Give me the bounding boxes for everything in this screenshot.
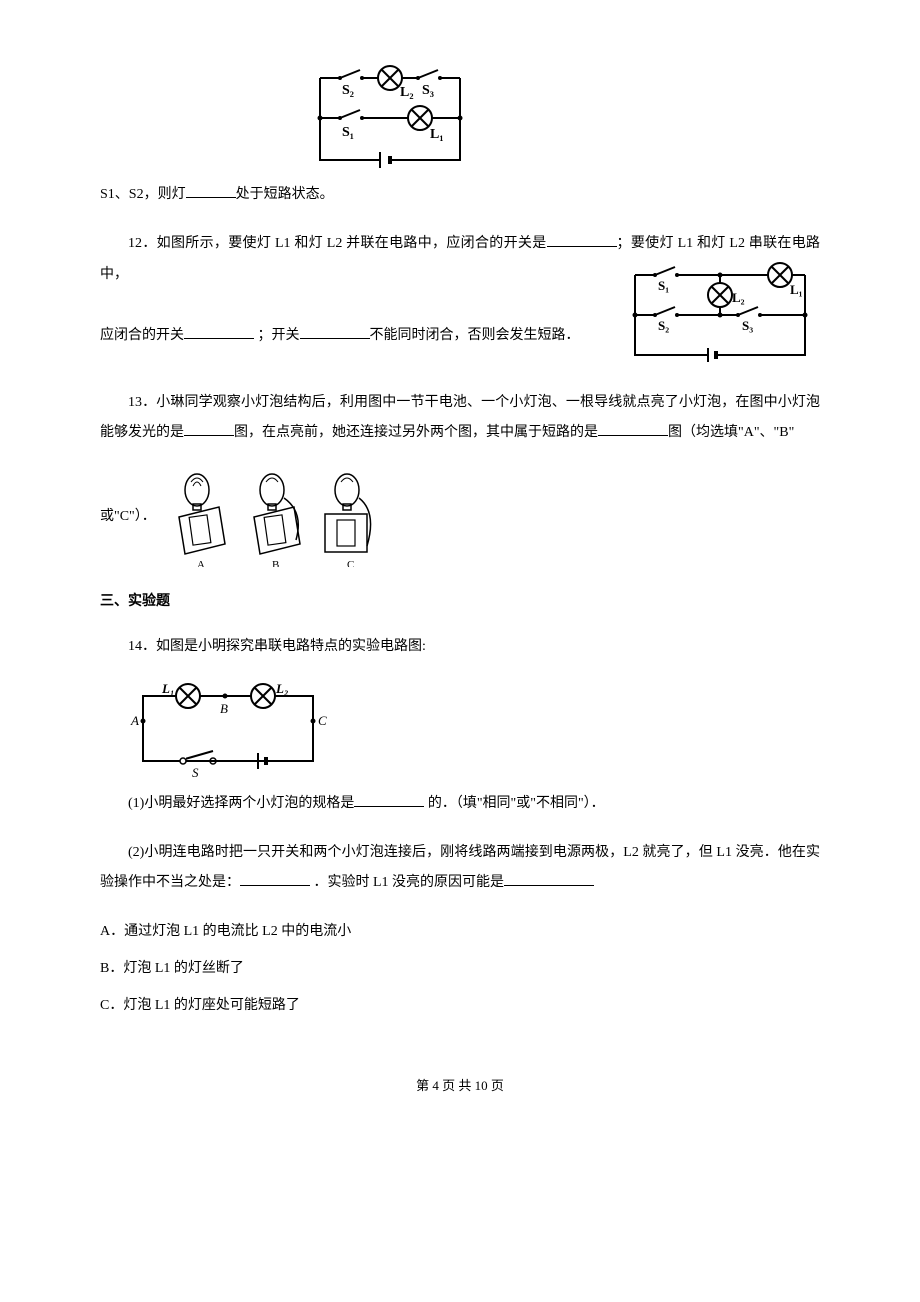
q12-blank2[interactable] <box>184 322 254 339</box>
q13-text3: 图（均选填"A"、"B" <box>668 425 794 440</box>
svg-text:A: A <box>130 713 139 728</box>
q14-sub2: (2)小明连电路时把一只开关和两个小灯泡连接后，刚将线路两端接到电源两极，L2 … <box>100 838 820 900</box>
svg-text:S₃: S₃ <box>422 83 434 98</box>
svg-text:A: A <box>197 559 205 567</box>
q14-option-b: B．灯泡 L1 的灯丝断了 <box>100 954 820 985</box>
q12-blank1[interactable] <box>547 230 617 247</box>
q12-text5: 不能同时闭合，否则会发生短路． <box>370 328 580 343</box>
q14-intro-text: 如图是小明探究串联电路特点的实验电路图: <box>156 639 426 654</box>
svg-text:L₁: L₁ <box>430 127 444 142</box>
q12-circuit: S₁ L₁ S₂ S₃ L₂ <box>620 260 820 370</box>
svg-text:S: S <box>192 765 199 780</box>
svg-text:S₂: S₂ <box>342 83 354 98</box>
q14-option-a: A．通过灯泡 L1 的电流比 L2 中的电流小 <box>100 917 820 948</box>
svg-text:S₁: S₁ <box>342 125 354 140</box>
page-footer: 第 4 页 共 10 页 <box>100 1072 820 1101</box>
q14-sub1-suffix: 的．（填"相同"或"不相同"）． <box>424 796 604 811</box>
q14-sub1-blank[interactable] <box>354 790 424 807</box>
q12-text1: 如图所示，要使灯 L1 和灯 L2 并联在电路中，应闭合的开关是 <box>157 236 547 251</box>
svg-text:L₁: L₁ <box>161 681 174 696</box>
q11-circuit: S₂ L₂ S₃ S₁ L₁ <box>300 60 480 180</box>
q11-fragment: S₂ L₂ S₃ S₁ L₁ S <box>100 60 820 211</box>
q14-sub2-blank2[interactable] <box>504 870 594 887</box>
q13-text2: 图，在点亮前，她还连接过另外两个图，其中属于短路的是 <box>234 425 598 440</box>
q14-option-c: C．灯泡 L1 的灯座处可能短路了 <box>100 991 820 1022</box>
q14-sub2-text2: ．实验时 L1 没亮的原因可能是 <box>310 875 504 890</box>
q14-circuit: L₁ L₂ A B C S <box>128 681 820 781</box>
svg-text:C: C <box>318 713 327 728</box>
q14-intro: 14．如图是小明探究串联电路特点的实验电路图: <box>100 632 820 663</box>
svg-text:L₁: L₁ <box>790 282 803 297</box>
q11-blank[interactable] <box>186 181 236 198</box>
svg-text:S₁: S₁ <box>658 278 669 293</box>
q13-figure: A B C <box>159 467 389 567</box>
svg-text:C: C <box>347 559 354 567</box>
svg-text:S₃: S₃ <box>742 318 753 333</box>
q12-number: 12． <box>128 236 157 251</box>
svg-text:B: B <box>220 701 228 716</box>
q14-number: 14． <box>128 639 156 654</box>
q12-text3: 应闭合的开关 <box>100 328 184 343</box>
q13-text4: 或"C"）． <box>100 509 156 524</box>
q14-sub1-prefix: (1)小明最好选择两个小灯泡的规格是 <box>128 796 354 811</box>
q14-sub1: (1)小明最好选择两个小灯泡的规格是 的．（填"相同"或"不相同"）． <box>100 789 820 820</box>
svg-text:S₂: S₂ <box>658 318 669 333</box>
q13-line2: 或"C"）． A B <box>100 467 820 567</box>
q11-suffix: 处于短路状态。 <box>236 187 334 202</box>
section3-title: 三、实验题 <box>100 587 820 618</box>
q12-text4: ；开关 <box>254 328 300 343</box>
svg-text:L₂: L₂ <box>732 290 745 305</box>
svg-text:L₂: L₂ <box>275 681 288 696</box>
q12-blank3[interactable] <box>300 322 370 339</box>
q13-blank2[interactable] <box>598 420 668 437</box>
q14-sub2-blank1[interactable] <box>240 870 310 887</box>
q13-number: 13． <box>128 395 156 410</box>
svg-text:L₂: L₂ <box>400 85 414 100</box>
q11-prefix: S1、S2，则灯 <box>100 187 186 202</box>
q13: 13．小琳同学观察小灯泡结构后，利用图中一节干电池、一个小灯泡、一根导线就点亮了… <box>100 388 820 450</box>
q13-blank1[interactable] <box>184 420 234 437</box>
q12: 12．如图所示，要使灯 L1 和灯 L2 并联在电路中，应闭合的开关是；要使灯 … <box>100 229 820 370</box>
svg-text:B: B <box>272 559 279 567</box>
